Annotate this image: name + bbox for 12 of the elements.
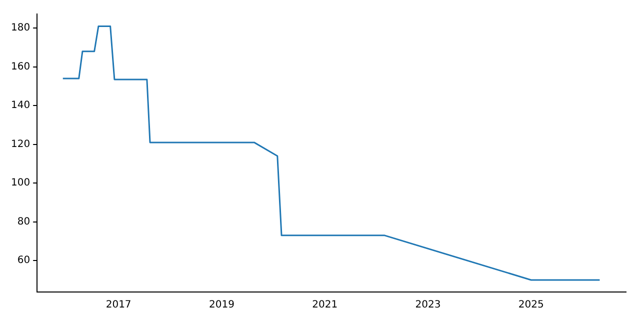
- y-tick-label: 80: [17, 216, 30, 228]
- x-tick-label: 2021: [312, 300, 338, 311]
- x-tick-label: 2025: [518, 300, 544, 311]
- y-tick-label: 140: [10, 100, 30, 112]
- y-tick-label: 60: [17, 255, 30, 266]
- y-tick-label: 100: [10, 178, 30, 189]
- x-tick-label: 2019: [208, 300, 234, 311]
- y-tick-label: 180: [10, 22, 30, 34]
- y-tick-label: 120: [10, 138, 30, 150]
- x-tick-label: 2023: [415, 300, 441, 311]
- x-tick-label: 2017: [106, 300, 132, 311]
- y-tick-label: 160: [10, 61, 30, 72]
